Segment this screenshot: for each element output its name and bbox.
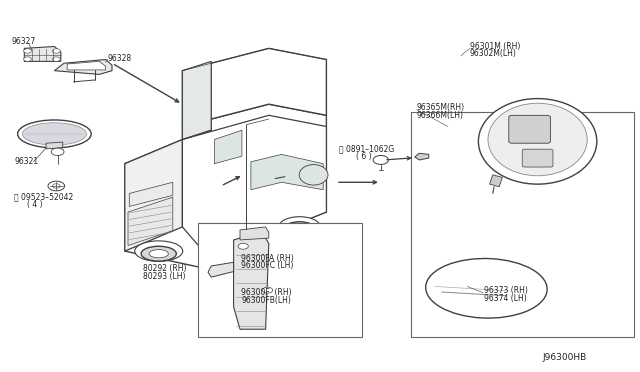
Text: 96300FA (RH): 96300FA (RH) bbox=[241, 254, 294, 263]
Polygon shape bbox=[240, 227, 269, 240]
Polygon shape bbox=[182, 115, 326, 260]
Polygon shape bbox=[125, 104, 326, 270]
Text: 96374 (LH): 96374 (LH) bbox=[484, 294, 527, 303]
Text: 96328: 96328 bbox=[108, 54, 132, 63]
Ellipse shape bbox=[135, 241, 183, 261]
Ellipse shape bbox=[284, 222, 316, 237]
Bar bbox=[411, 112, 634, 337]
Polygon shape bbox=[182, 61, 211, 140]
Text: 96300F  (RH): 96300F (RH) bbox=[241, 288, 292, 297]
Ellipse shape bbox=[279, 217, 321, 237]
Polygon shape bbox=[490, 175, 502, 187]
Text: 80293 (LH): 80293 (LH) bbox=[143, 272, 185, 280]
Polygon shape bbox=[125, 140, 182, 251]
Ellipse shape bbox=[426, 259, 547, 318]
Circle shape bbox=[52, 49, 60, 53]
Text: J96300HB: J96300HB bbox=[543, 353, 587, 362]
Text: Ⓝ 0891–1062G: Ⓝ 0891–1062G bbox=[339, 144, 394, 153]
Text: 96321: 96321 bbox=[15, 157, 39, 166]
Circle shape bbox=[52, 57, 60, 61]
Polygon shape bbox=[128, 197, 173, 246]
Text: 96300FB(LH): 96300FB(LH) bbox=[241, 296, 291, 305]
Polygon shape bbox=[234, 235, 269, 329]
Circle shape bbox=[51, 148, 64, 155]
Ellipse shape bbox=[479, 99, 597, 184]
Polygon shape bbox=[54, 60, 112, 74]
Circle shape bbox=[373, 155, 388, 164]
Ellipse shape bbox=[291, 225, 308, 234]
Text: Ⓢ 09523–52042: Ⓢ 09523–52042 bbox=[14, 192, 74, 201]
Text: 96301M (RH): 96301M (RH) bbox=[470, 42, 520, 51]
Ellipse shape bbox=[141, 246, 177, 261]
Polygon shape bbox=[251, 154, 323, 190]
Ellipse shape bbox=[300, 164, 328, 185]
Text: 96300FC (LH): 96300FC (LH) bbox=[241, 262, 294, 270]
Circle shape bbox=[48, 181, 65, 191]
Polygon shape bbox=[46, 142, 63, 149]
Ellipse shape bbox=[22, 123, 86, 145]
FancyBboxPatch shape bbox=[522, 149, 553, 167]
Polygon shape bbox=[67, 61, 106, 70]
Polygon shape bbox=[208, 262, 234, 277]
Text: 80292 (RH): 80292 (RH) bbox=[143, 264, 186, 273]
Ellipse shape bbox=[18, 120, 92, 148]
Text: 96302M(LH): 96302M(LH) bbox=[470, 49, 516, 58]
Text: ( 4 ): ( 4 ) bbox=[28, 200, 43, 209]
Text: 96366M(LH): 96366M(LH) bbox=[417, 111, 463, 120]
Bar bbox=[198, 223, 362, 337]
Polygon shape bbox=[415, 153, 429, 160]
Ellipse shape bbox=[488, 103, 588, 176]
Polygon shape bbox=[182, 48, 326, 126]
Text: 96327: 96327 bbox=[12, 37, 36, 46]
Circle shape bbox=[24, 57, 31, 61]
Circle shape bbox=[24, 49, 31, 53]
Text: ( 6 ): ( 6 ) bbox=[356, 153, 371, 161]
Text: 96373 (RH): 96373 (RH) bbox=[484, 286, 529, 295]
Polygon shape bbox=[24, 46, 61, 61]
Circle shape bbox=[52, 184, 60, 188]
Polygon shape bbox=[214, 130, 242, 164]
Text: 96365M(RH): 96365M(RH) bbox=[417, 103, 465, 112]
Ellipse shape bbox=[149, 250, 168, 258]
Circle shape bbox=[238, 243, 248, 249]
Circle shape bbox=[262, 287, 273, 293]
FancyBboxPatch shape bbox=[509, 115, 550, 143]
Polygon shape bbox=[129, 182, 173, 206]
